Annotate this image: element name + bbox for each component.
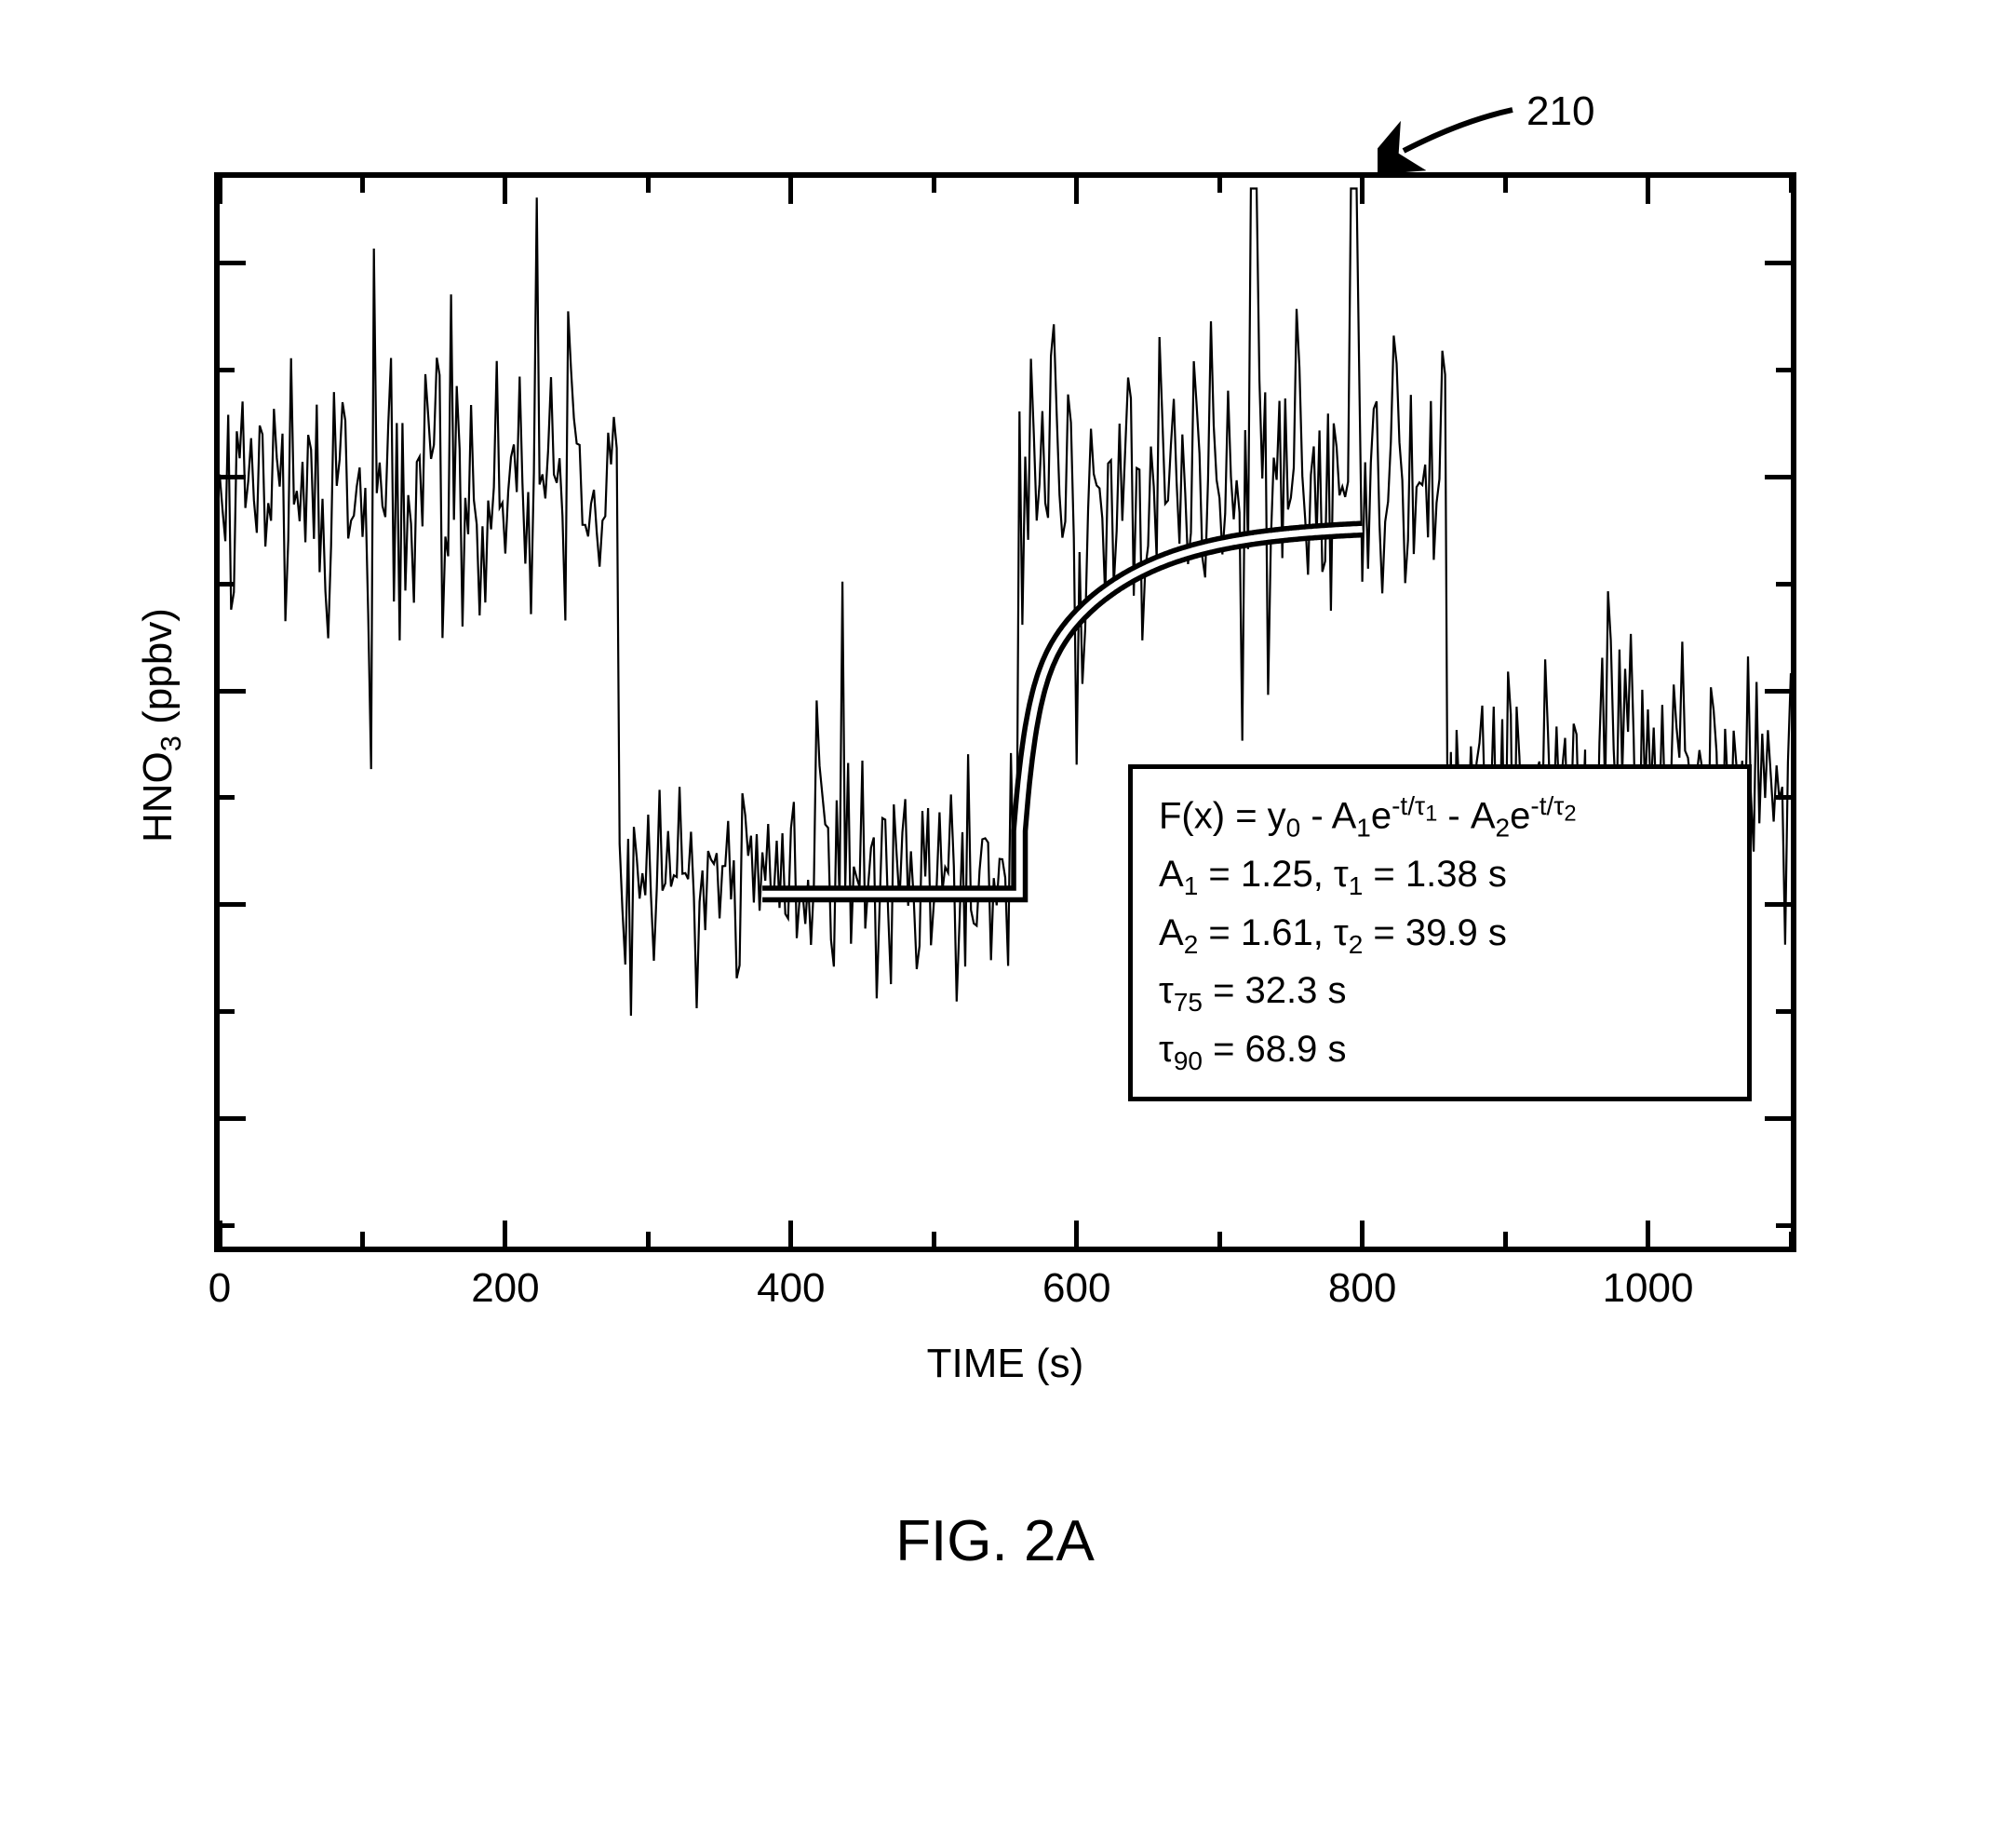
x-minor-tick	[1789, 1232, 1794, 1247]
x-minor-tick	[360, 1232, 365, 1247]
x-tick	[1360, 178, 1365, 204]
x-tick	[788, 178, 793, 204]
legend-box: F(x) = y0 - A1e-t/τ1 - A2e-t/τ2A1 = 1.25…	[1128, 764, 1752, 1101]
y-tick	[220, 475, 246, 479]
x-tick	[218, 178, 222, 204]
x-minor-tick	[1503, 1232, 1508, 1247]
reference-label: 210	[1526, 88, 1594, 135]
x-minor-tick	[932, 1232, 936, 1247]
x-minor-tick	[646, 178, 651, 193]
x-axis-label: TIME (s)	[819, 1341, 1191, 1387]
x-tick-label: 800	[1328, 1265, 1396, 1312]
x-tick	[1074, 1221, 1079, 1247]
x-tick	[1074, 178, 1079, 204]
x-tick	[1646, 1221, 1650, 1247]
legend-line-4: τ90 = 68.9 s	[1159, 1022, 1721, 1081]
page: 210 F(x) = y0 - A1e-t/τ1 - A2e-t/τ2A1 = …	[0, 0, 1990, 1848]
x-tick	[1360, 1221, 1365, 1247]
y-tick	[220, 1116, 246, 1121]
legend-line-2: A2 = 1.61, τ2 = 39.9 s	[1159, 906, 1721, 964]
y-tick	[220, 689, 246, 694]
x-tick	[1646, 178, 1650, 204]
x-tick-label: 600	[1042, 1265, 1110, 1312]
y-tick	[1765, 261, 1791, 265]
x-tick	[503, 178, 507, 204]
y-minor-tick	[220, 795, 235, 800]
y-minor-tick	[1776, 368, 1791, 372]
y-minor-tick	[220, 1009, 235, 1014]
y-tick	[1765, 689, 1791, 694]
x-tick-label: 1000	[1603, 1265, 1694, 1312]
y-minor-tick	[1776, 1009, 1791, 1014]
figure-caption: FIG. 2A	[809, 1508, 1181, 1574]
y-tick	[1765, 475, 1791, 479]
x-minor-tick	[646, 1232, 651, 1247]
x-tick-label: 0	[208, 1265, 231, 1312]
y-tick	[220, 261, 246, 265]
y-minor-tick	[220, 1223, 235, 1228]
y-axis-label: HNO3 (ppbv)	[135, 608, 188, 843]
legend-line-1: A1 = 1.25, τ1 = 1.38 s	[1159, 847, 1721, 906]
y-minor-tick	[1776, 582, 1791, 587]
y-tick	[1765, 1116, 1791, 1121]
x-tick	[503, 1221, 507, 1247]
x-tick-label: 400	[757, 1265, 825, 1312]
x-tick	[788, 1221, 793, 1247]
legend-line-0: F(x) = y0 - A1e-t/τ1 - A2e-t/τ2	[1159, 788, 1721, 847]
x-minor-tick	[1789, 178, 1794, 193]
y-minor-tick	[1776, 1223, 1791, 1228]
y-tick	[1765, 902, 1791, 907]
x-minor-tick	[1503, 178, 1508, 193]
legend-line-3: τ75 = 32.3 s	[1159, 964, 1721, 1022]
y-minor-tick	[220, 368, 235, 372]
x-minor-tick	[932, 178, 936, 193]
reference-arrow	[1378, 93, 1526, 177]
y-tick	[220, 902, 246, 907]
y-minor-tick	[1776, 795, 1791, 800]
y-minor-tick	[220, 582, 235, 587]
x-minor-tick	[1217, 178, 1222, 193]
x-minor-tick	[360, 178, 365, 193]
x-tick-label: 200	[471, 1265, 539, 1312]
plot-frame: F(x) = y0 - A1e-t/τ1 - A2e-t/τ2A1 = 1.25…	[214, 172, 1796, 1252]
x-minor-tick	[1217, 1232, 1222, 1247]
